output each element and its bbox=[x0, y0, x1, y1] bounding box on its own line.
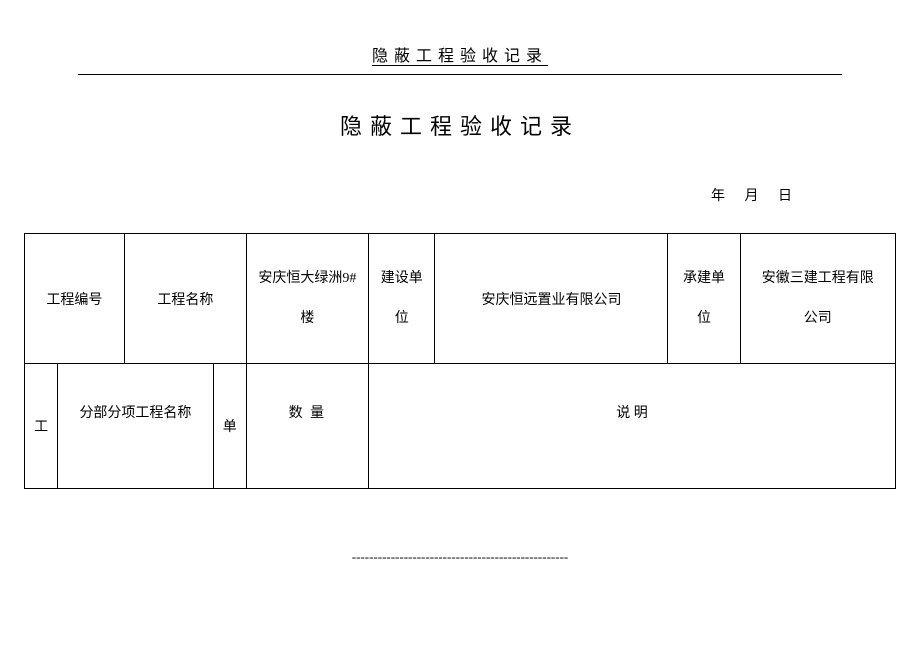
project-name-value-line1: 安庆恒大绿洲9# bbox=[251, 259, 364, 298]
date-line: 年 月 日 bbox=[0, 185, 800, 205]
footer-dashes: ----------------------------------------… bbox=[0, 549, 920, 565]
contractor-value-line1: 安徽三建工程有限 bbox=[745, 259, 891, 298]
header-rule bbox=[78, 74, 842, 75]
project-name-value-line2: 楼 bbox=[251, 299, 364, 338]
project-number-label: 工程编号 bbox=[25, 234, 125, 364]
contractor-label-line2: 位 bbox=[672, 299, 735, 338]
construction-unit-label: 建设单 位 bbox=[368, 234, 435, 364]
header-small-title: 隐蔽工程验收记录 bbox=[372, 42, 548, 66]
day-label: 日 bbox=[778, 189, 794, 204]
year-label: 年 bbox=[711, 189, 727, 204]
contractor-value: 安徽三建工程有限 公司 bbox=[740, 234, 895, 364]
form-table: 工程编号 工程名称 安庆恒大绿洲9# 楼 建设单 位 安庆恒远置业有限公司 承建… bbox=[24, 233, 896, 489]
row2-col3: 单 bbox=[213, 364, 246, 489]
construction-unit-label-line2: 位 bbox=[373, 299, 431, 338]
construction-unit-value: 安庆恒远置业有限公司 bbox=[435, 234, 668, 364]
construction-unit-label-line1: 建设单 bbox=[373, 259, 431, 298]
contractor-label: 承建单 位 bbox=[668, 234, 740, 364]
table-row: 工程编号 工程名称 安庆恒大绿洲9# 楼 建设单 位 安庆恒远置业有限公司 承建… bbox=[25, 234, 896, 364]
row2-col1: 工 bbox=[25, 364, 58, 489]
page-header: 隐蔽工程验收记录 bbox=[0, 0, 920, 66]
project-name-value: 安庆恒大绿洲9# 楼 bbox=[246, 234, 368, 364]
quantity-label: 数 量 bbox=[246, 364, 368, 489]
month-label: 月 bbox=[745, 189, 761, 204]
contractor-label-line1: 承建单 bbox=[672, 259, 735, 298]
contractor-value-line2: 公司 bbox=[745, 299, 891, 338]
page-title: 隐蔽工程验收记录 bbox=[0, 109, 920, 141]
project-name-label: 工程名称 bbox=[124, 234, 246, 364]
subproject-label: 分部分项工程名称 bbox=[58, 364, 213, 489]
table-row: 工 分部分项工程名称 单 数 量 说 明 bbox=[25, 364, 896, 489]
description-label: 说 明 bbox=[368, 364, 895, 489]
form-table-wrap: 工程编号 工程名称 安庆恒大绿洲9# 楼 建设单 位 安庆恒远置业有限公司 承建… bbox=[24, 233, 896, 489]
